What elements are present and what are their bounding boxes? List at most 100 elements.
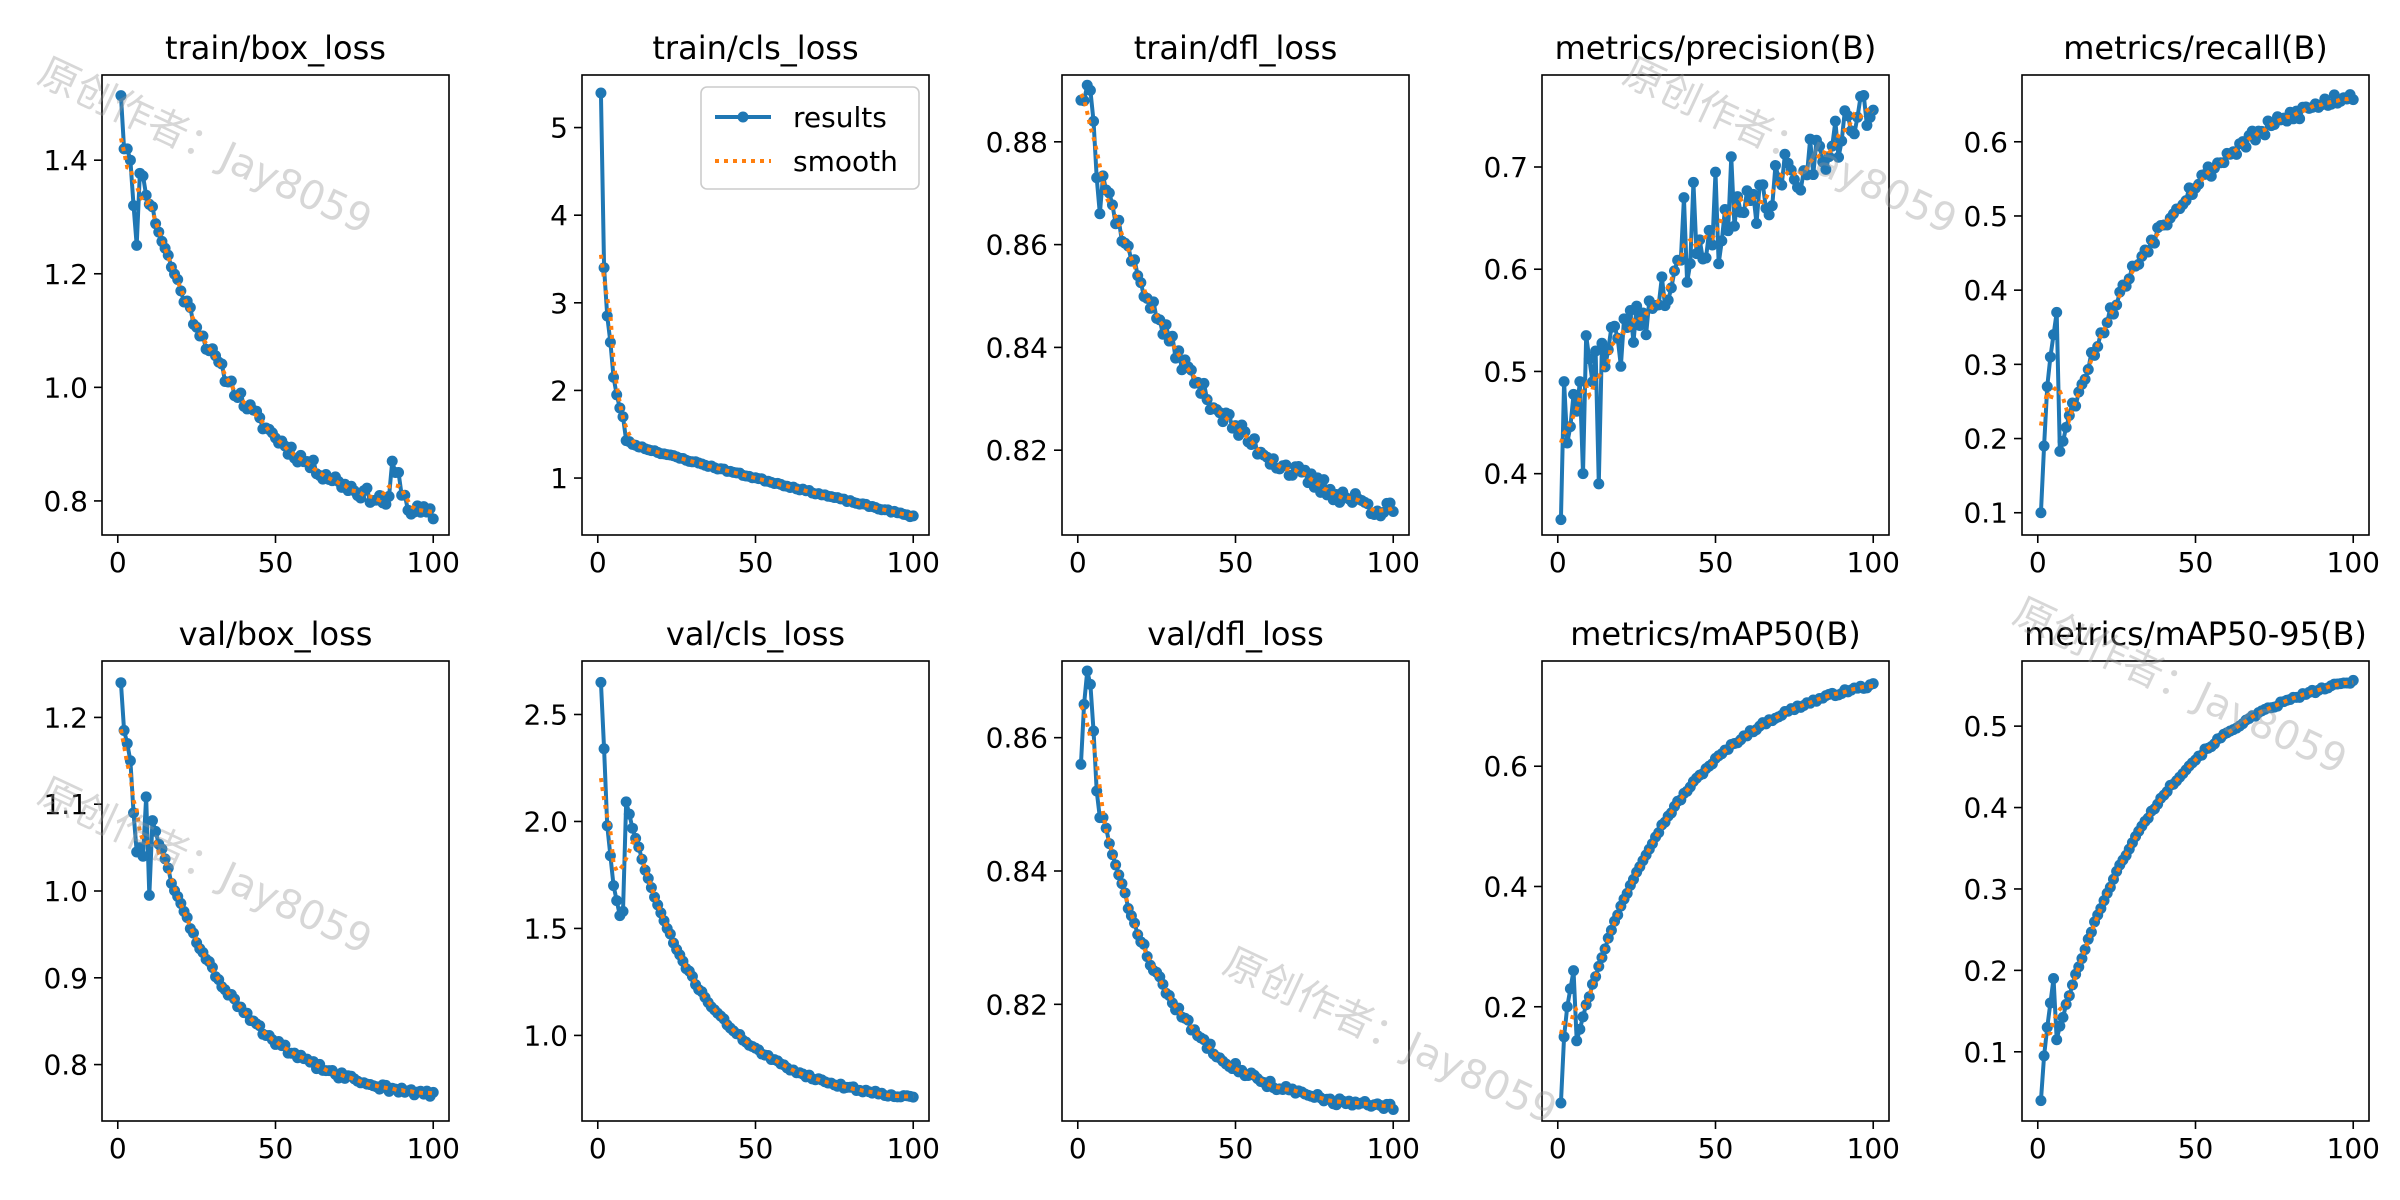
- data-point: [2038, 1050, 2050, 1062]
- x-tick-label: 50: [1218, 1132, 1254, 1165]
- y-tick-label: 0.8: [43, 1049, 88, 1082]
- data-point: [1593, 478, 1605, 490]
- data-point: [1100, 822, 1112, 834]
- data-point: [1147, 296, 1159, 308]
- data-point: [1763, 209, 1775, 221]
- data-point: [1198, 377, 1210, 389]
- data-point: [2294, 113, 2306, 125]
- data-point: [1561, 437, 1573, 449]
- series-line-results: [1080, 83, 1396, 518]
- plot-area: [1075, 79, 1399, 522]
- series-line-smooth: [1079, 93, 1395, 513]
- data-point: [386, 455, 398, 467]
- data-point: [2054, 445, 2066, 457]
- data-point: [1681, 276, 1693, 288]
- y-tick-label: 0.4: [1483, 870, 1528, 903]
- subplot-val-cls-loss: val/cls_loss 0 50 100 1.0 1.5 2.0 2.5: [523, 615, 939, 1165]
- data-point: [134, 842, 146, 854]
- axes-frame: [2021, 660, 2370, 1122]
- plot-area: [1075, 665, 1399, 1115]
- data-point: [1267, 453, 1279, 465]
- y-tick-label: 1.0: [43, 371, 88, 404]
- data-point: [1678, 192, 1690, 204]
- data-point: [1564, 983, 1576, 995]
- chart-title: train/cls_loss: [652, 29, 858, 67]
- data-point: [1084, 678, 1096, 690]
- data-point: [1384, 497, 1396, 509]
- y-tick-label: 1.0: [523, 1019, 568, 1052]
- x-tick-label: 0: [1069, 1132, 1087, 1165]
- data-point: [2041, 381, 2053, 393]
- x-tick-label: 0: [109, 546, 127, 579]
- subplot-metrics-map50-b-: metrics/mAP50(B) 0 50 100 0.2 0.4 0.6: [1483, 615, 1899, 1165]
- data-point: [427, 513, 439, 525]
- x-tick-label: 0: [109, 1132, 127, 1165]
- data-point: [307, 454, 319, 466]
- chart-title: train/dfl_loss: [1134, 29, 1338, 67]
- x-tick-label: 100: [1847, 1132, 1900, 1165]
- chart-title: metrics/mAP50-95(B): [2024, 615, 2367, 653]
- data-point: [1842, 110, 1854, 122]
- data-point: [1577, 468, 1589, 480]
- data-point: [2054, 1020, 2066, 1032]
- series-line-smooth: [2038, 95, 2354, 427]
- y-tick-label: 0.4: [1963, 274, 2008, 307]
- data-point: [1590, 345, 1602, 357]
- y-tick-label: 0.6: [1483, 750, 1528, 783]
- data-point: [617, 905, 629, 917]
- y-tick-label: 2: [550, 374, 568, 407]
- data-point: [1710, 166, 1721, 178]
- data-point: [115, 677, 127, 689]
- data-point: [1574, 1023, 1586, 1035]
- data-point: [143, 889, 155, 901]
- x-tick-label: 0: [2029, 546, 2047, 579]
- y-tick-label: 0.2: [1963, 954, 2008, 987]
- y-tick-label: 0.3: [1963, 348, 2008, 381]
- data-point: [2051, 306, 2063, 318]
- data-point: [1728, 220, 1740, 232]
- x-tick-label: 100: [2327, 1132, 2380, 1165]
- plot-area: [595, 87, 919, 523]
- data-point: [2035, 507, 2047, 519]
- data-point: [1713, 258, 1725, 270]
- data-point: [1703, 224, 1715, 236]
- y-tick-label: 0.5: [1483, 355, 1528, 388]
- x-tick-label: 0: [589, 546, 607, 579]
- chart-title: val/dfl_loss: [1147, 615, 1324, 653]
- chart-title: metrics/recall(B): [2063, 29, 2328, 67]
- data-point: [1239, 426, 1251, 438]
- data-point: [1779, 148, 1791, 160]
- data-point: [2259, 129, 2271, 141]
- x-tick-label: 0: [589, 1132, 607, 1165]
- data-point: [2057, 435, 2069, 447]
- series-line-smooth: [598, 777, 914, 1099]
- axes-frame: [1061, 74, 1410, 536]
- y-tick-label: 1.1: [43, 788, 88, 821]
- data-point: [1738, 207, 1750, 219]
- legend-results-marker: [737, 111, 749, 123]
- data-point: [1555, 514, 1567, 526]
- plot-area: [115, 677, 439, 1102]
- subplot-metrics-recall-b-: metrics/recall(B) 0 50 100 0.1 0.2 0.3 0.4 0.5 0.…: [1963, 29, 2379, 579]
- data-point: [1795, 184, 1807, 196]
- y-tick-label: 4: [550, 199, 568, 232]
- y-tick-label: 1: [550, 462, 568, 495]
- data-point: [1286, 469, 1298, 481]
- data-point: [608, 880, 620, 892]
- data-point: [1757, 179, 1769, 191]
- data-point: [1716, 235, 1728, 247]
- x-tick-label: 0: [1549, 546, 1567, 579]
- chart-title: metrics/mAP50(B): [1570, 615, 1861, 653]
- data-point: [1558, 1031, 1570, 1043]
- y-tick-label: 0.4: [1483, 458, 1528, 491]
- y-tick-label: 1.2: [43, 701, 88, 734]
- series-line-smooth: [1558, 684, 1874, 1035]
- plot-area: [1555, 89, 1879, 526]
- data-point: [1807, 169, 1819, 181]
- data-point: [2249, 134, 2261, 146]
- data-point: [1627, 336, 1639, 348]
- x-tick-label: 100: [1847, 546, 1900, 579]
- y-tick-label: 0.4: [1963, 792, 2008, 825]
- data-point: [1571, 405, 1583, 417]
